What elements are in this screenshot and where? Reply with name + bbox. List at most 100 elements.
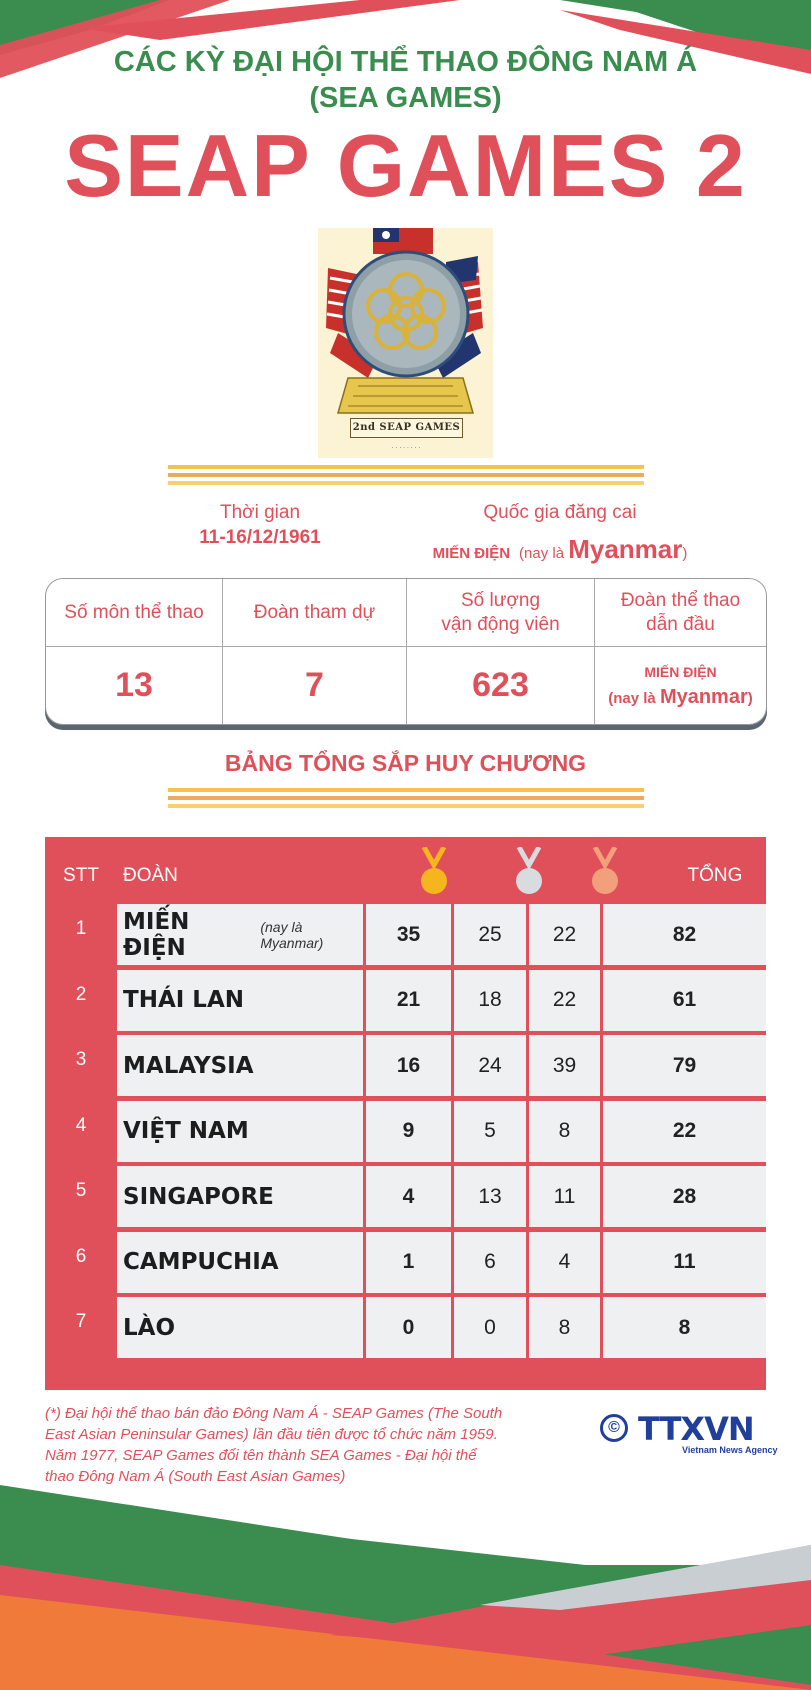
seap-games-emblem: · · · · · · · · 2nd SEAP GAMES xyxy=(318,228,493,458)
table-row: 3 MALAYSIA 16 24 39 79 xyxy=(45,1035,766,1096)
leader-caps: MIẾN ĐIỆN xyxy=(644,664,717,680)
logo-subtitle: Vietnam News Agency xyxy=(682,1445,778,1455)
bronze-count: 8 xyxy=(529,1100,600,1162)
logo-brand: TTXVN xyxy=(638,1410,755,1448)
bronze-count: 8 xyxy=(529,1297,600,1358)
athletes-label: Số lượng vận động viên xyxy=(441,589,559,637)
footnote: (*) Đại hội thể thao bán đảo Đông Nam Á … xyxy=(45,1403,525,1487)
ttxvn-logo: © TTXVN Vietnam News Agency xyxy=(600,1410,778,1460)
sports-label: Số môn thể thao xyxy=(64,601,204,623)
bronze-count: 22 xyxy=(529,969,600,1031)
supertitle-line2: (SEA GAMES) xyxy=(309,82,502,114)
row-stt: 4 xyxy=(75,1114,87,1136)
leader-value: MIẾN ĐIỆN (nay là Myanmar) xyxy=(608,660,753,711)
header-total: TỔNG xyxy=(687,865,743,886)
silver-count: 0 xyxy=(454,1297,526,1358)
silver-medal-icon xyxy=(516,847,542,894)
team-name: LÀO xyxy=(123,1314,176,1341)
gold-count: 4 xyxy=(366,1166,451,1227)
host-value: MIẾN ĐIỆN (nay là Myanmar) xyxy=(390,534,730,565)
medal-table-heading: BẢNG TỔNG SẮP HUY CHƯƠNG xyxy=(224,750,587,776)
total-count: 82 xyxy=(603,904,766,965)
stripe-divider-top xyxy=(168,465,644,489)
team-name: THÁI LAN xyxy=(123,987,245,1013)
sports-value: 13 xyxy=(115,666,153,704)
leader-label: Đoàn thể thao dẫn đầu xyxy=(621,589,740,637)
footnote-line4: thao Đông Nam Á (South East Asian Games) xyxy=(45,1468,346,1485)
silver-count: 25 xyxy=(454,904,526,965)
bronze-count: 4 xyxy=(529,1231,600,1293)
team-name-cell: SINGAPORE xyxy=(117,1166,363,1227)
gold-count: 16 xyxy=(366,1035,451,1096)
total-count: 11 xyxy=(603,1231,766,1293)
total-count: 79 xyxy=(603,1035,766,1096)
table-row: 6 CAMPUCHIA 1 6 4 11 xyxy=(45,1231,766,1293)
footnote-line1: (*) Đại hội thể thao bán đảo Đông Nam Á … xyxy=(45,1405,503,1422)
total-count: 28 xyxy=(603,1166,766,1227)
leader-name: Myanmar xyxy=(659,686,748,708)
silver-count: 6 xyxy=(454,1231,526,1293)
emblem-banner: 2nd SEAP GAMES xyxy=(350,418,463,438)
team-name-cell: MALAYSIA xyxy=(117,1035,363,1096)
bronze-count: 39 xyxy=(529,1035,600,1096)
gold-count: 1 xyxy=(366,1231,451,1293)
table-row: 1 MIẾN ĐIỆN (nay là Myanmar) 35 25 22 82 xyxy=(45,904,766,965)
bronze-count: 22 xyxy=(529,904,600,965)
time-label: Thời gian xyxy=(219,502,301,523)
team-name: MALAYSIA xyxy=(123,1052,254,1079)
table-row: 5 SINGAPORE 4 13 11 28 xyxy=(45,1166,766,1227)
host-name: Myanmar xyxy=(568,534,683,564)
gold-count: 35 xyxy=(366,904,451,965)
host-suffix: ) xyxy=(682,545,688,562)
team-name-cell: LÀO xyxy=(117,1297,363,1358)
delegations-label: Đoàn tham dự xyxy=(253,601,376,623)
top-decoration xyxy=(0,0,811,78)
svg-text:· · · · · · · ·: · · · · · · · · xyxy=(392,445,421,452)
stats-value-row: 13 7 623 MIẾN ĐIỆN (nay là Myanmar) xyxy=(46,647,766,724)
team-note: (nay là Myanmar) xyxy=(260,918,324,951)
footnote-line3: Năm 1977, SEAP Games đổi tên thành SEA G… xyxy=(45,1447,477,1464)
team-name-cell: VIỆT NAM xyxy=(117,1100,363,1162)
host-prefix: (nay là xyxy=(519,545,569,562)
header-team: ĐOÀN xyxy=(123,865,178,886)
footnote-line2: East Asian Peninsular Games) lần đầu tiê… xyxy=(45,1426,498,1443)
table-row: 2 THÁI LAN 21 18 22 61 xyxy=(45,969,766,1031)
silver-count: 24 xyxy=(454,1035,526,1096)
host-label: Quốc gia đăng cai xyxy=(483,502,637,523)
stripe-divider-bottom xyxy=(168,788,644,812)
total-count: 61 xyxy=(603,969,766,1031)
gold-count: 21 xyxy=(366,969,451,1031)
bronze-medal-icon xyxy=(592,847,618,894)
row-stt: 7 xyxy=(75,1311,87,1332)
bottom-decoration xyxy=(0,1485,811,1690)
bronze-count: 11 xyxy=(529,1166,600,1227)
row-stt: 3 xyxy=(75,1049,87,1070)
host-caps: MIẾN ĐIỆN xyxy=(432,545,511,562)
row-stt: 2 xyxy=(75,983,87,1005)
stats-header-row: Số môn thể thao Đoàn tham dự Số lượng vận… xyxy=(46,579,766,647)
stats-card: Số môn thể thao Đoàn tham dự Số lượng vận… xyxy=(45,578,767,725)
team-name: CAMPUCHIA xyxy=(123,1249,279,1275)
leader-label-line1: Đoàn thể thao xyxy=(620,589,741,611)
leader-label-line2: dẫn đầu xyxy=(646,613,715,635)
main-title: SEAP GAMES 2 xyxy=(64,116,747,215)
silver-count: 13 xyxy=(454,1166,526,1227)
leader-prefix: (nay là xyxy=(608,690,660,707)
copyright-icon: © xyxy=(600,1414,628,1442)
table-row: 7 LÀO 0 0 8 8 xyxy=(45,1297,766,1358)
team-name: SINGAPORE xyxy=(123,1183,274,1210)
team-name: VIỆT NAM xyxy=(123,1118,249,1144)
header-stt: STT xyxy=(63,865,99,886)
athletes-value: 623 xyxy=(472,666,529,704)
row-stt: 5 xyxy=(75,1180,87,1201)
gold-count: 9 xyxy=(366,1100,451,1162)
row-stt: 1 xyxy=(75,918,87,939)
supertitle-line1: CÁC KỲ ĐẠI HỘI THỂ THAO ĐÔNG NAM Á xyxy=(113,46,698,78)
team-name: MIẾN ĐIỆN xyxy=(123,908,190,961)
athletes-label-line2: vận động viên xyxy=(441,613,560,635)
team-name-cell: THÁI LAN xyxy=(117,969,363,1031)
delegations-value: 7 xyxy=(305,666,324,704)
silver-count: 5 xyxy=(454,1100,526,1162)
table-row: 4 VIỆT NAM 9 5 8 22 xyxy=(45,1100,766,1162)
time-value: 11-16/12/1961 xyxy=(199,527,321,548)
